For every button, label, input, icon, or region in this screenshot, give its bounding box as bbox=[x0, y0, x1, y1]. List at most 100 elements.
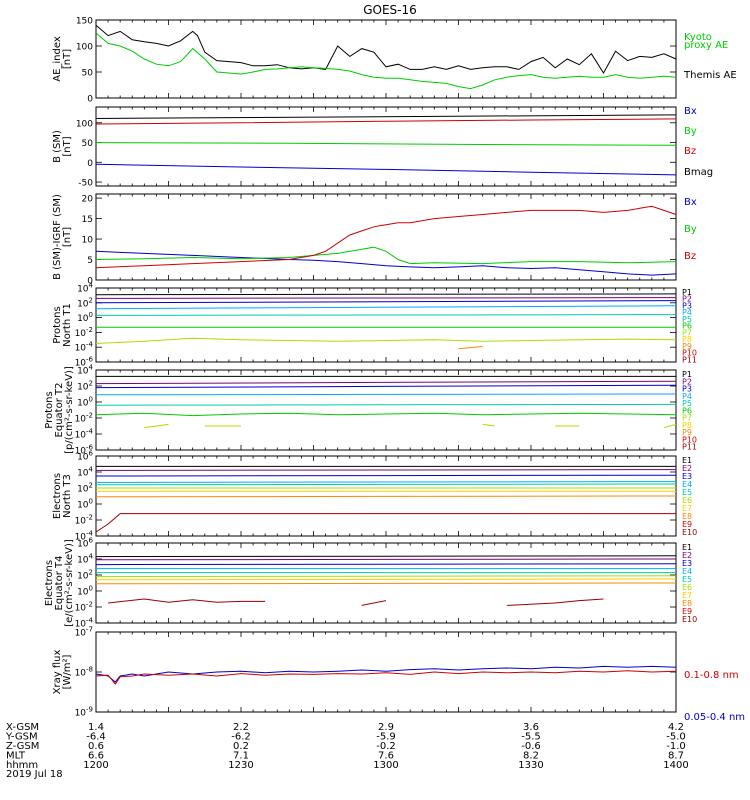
y-tick-label: 10-9 bbox=[75, 706, 93, 719]
y-tick-label: 104 bbox=[77, 282, 93, 295]
y-tick-label: 100 bbox=[76, 43, 93, 53]
axis-row-value: 1200 bbox=[83, 760, 108, 771]
y-tick-label: 10-4 bbox=[75, 428, 94, 441]
axis-row-value: -0.2 bbox=[376, 741, 396, 752]
channel-legend: P10 bbox=[682, 435, 697, 444]
channel-legend: E7 bbox=[682, 591, 692, 600]
series-0.1-0.8-nm bbox=[95, 670, 677, 685]
channel-legend: E2 bbox=[682, 551, 692, 560]
axis-row-value: 2.2 bbox=[233, 722, 249, 733]
y-tick-label: 10-2 bbox=[75, 514, 93, 527]
y-tick-label: 50 bbox=[82, 69, 94, 79]
channel-legend: P5 bbox=[682, 399, 692, 408]
y-tick-label: 20 bbox=[82, 195, 94, 205]
legend-entry: Bmag bbox=[684, 167, 713, 178]
series-p3 bbox=[95, 384, 677, 389]
series-e3 bbox=[95, 563, 677, 566]
panel-xray: 10-7 10-8 10-9 Xray flux [W/m²] 0.1-0.8 nm 0.0… bbox=[52, 626, 745, 724]
axis-row-value: 0.6 bbox=[88, 741, 104, 752]
y-tick-label: 102 bbox=[77, 569, 93, 582]
y-tick-label: 50 bbox=[82, 139, 94, 149]
y-tick-label: 10-2 bbox=[75, 412, 93, 425]
channel-legend: P9 bbox=[682, 428, 692, 437]
series-e8 bbox=[95, 495, 677, 498]
series-kyoto-proxy-ae bbox=[95, 32, 677, 90]
axis-row-value: 6.6 bbox=[88, 751, 104, 762]
y-tick-label: 0 bbox=[87, 159, 93, 169]
series-e4 bbox=[95, 481, 677, 483]
y-axis-label: North T3 bbox=[62, 474, 73, 518]
panel-protons2: 104 102 100 10-2 10-4 10-6 Protons Equator T2 [p… bbox=[44, 364, 697, 457]
series-e2 bbox=[95, 469, 677, 471]
axis-row-value: 1330 bbox=[518, 760, 543, 771]
channel-legend: E3 bbox=[682, 472, 692, 481]
y-tick-label: 0 bbox=[87, 277, 93, 287]
y-tick-label: 10-6 bbox=[75, 356, 94, 369]
legend-entry: Themis AE bbox=[683, 70, 737, 81]
series-p7e bbox=[663, 423, 677, 429]
channel-legend: P4 bbox=[682, 392, 692, 401]
axis-row-value: -5.9 bbox=[376, 732, 396, 743]
channel-legend: E9 bbox=[682, 607, 692, 616]
channel-legend: E6 bbox=[682, 583, 692, 592]
y-axis-label: B (SM) bbox=[52, 130, 63, 163]
y-tick-label: 10-8 bbox=[75, 666, 93, 679]
axis-row-value: -6.4 bbox=[86, 732, 106, 743]
channel-legend: P1 bbox=[682, 288, 692, 297]
channel-legend: E1 bbox=[682, 543, 692, 552]
axis-row-value: 2.9 bbox=[378, 722, 394, 733]
axis-row-label: Y-GSM bbox=[5, 732, 38, 743]
y-tick-label: 102 bbox=[77, 296, 93, 309]
axis-row-value: 4.2 bbox=[668, 722, 684, 733]
y-tick-label: 102 bbox=[77, 482, 93, 495]
panel-frame bbox=[95, 287, 677, 363]
y-tick-label: 10 bbox=[82, 236, 94, 246]
y-axis-label: AE_index bbox=[52, 36, 63, 82]
y-tick-label: 100 bbox=[77, 585, 93, 598]
legend-entry: Bz bbox=[684, 146, 696, 157]
channel-legend: E3 bbox=[682, 559, 692, 568]
channel-legend: E4 bbox=[682, 480, 692, 489]
axis-row-value: 8.2 bbox=[523, 751, 539, 762]
y-tick-label: 106 bbox=[77, 450, 93, 463]
channel-legend: P7 bbox=[682, 414, 692, 423]
channel-legend: P3 bbox=[682, 385, 692, 394]
axis-row-value: 1300 bbox=[373, 760, 398, 771]
series-bx bbox=[95, 163, 677, 176]
channel-legend: P5 bbox=[682, 315, 692, 324]
y-tick-label: 10-4 bbox=[75, 530, 94, 543]
legend-entry: Bz bbox=[684, 251, 696, 262]
date-label: 2019 Jul 18 bbox=[6, 769, 63, 780]
channel-legend: E8 bbox=[682, 599, 692, 608]
y-tick-label: 150 bbox=[76, 17, 93, 27]
y-tick-label: 104 bbox=[77, 466, 93, 479]
y-tick-label: 5 bbox=[87, 256, 93, 266]
axis-row-label: hhmm bbox=[6, 760, 38, 771]
y-tick-label: 10-7 bbox=[75, 626, 93, 639]
y-axis-label: [W/m²] bbox=[62, 654, 73, 689]
series-bz bbox=[95, 118, 677, 125]
y-tick-label: 100 bbox=[77, 498, 93, 511]
series-themis-ae bbox=[95, 24, 677, 74]
series-p7 bbox=[144, 423, 169, 429]
y-tick-label: 10-4 bbox=[75, 617, 94, 630]
time-axis-footer: X-GSM 1.4 2.2 2.9 3.6 4.2 Y-GSM -6.4 -6.2 -5.9 -5.… bbox=[5, 722, 689, 780]
axis-row-value: 0.2 bbox=[233, 741, 249, 752]
y-axis-label: Equator T2 bbox=[54, 383, 65, 438]
y-axis-label: North T1 bbox=[62, 303, 73, 347]
legend-entry: 0.1-0.8 nm bbox=[684, 670, 739, 681]
channel-legend: P11 bbox=[682, 443, 697, 452]
channel-legend: P8 bbox=[682, 421, 692, 430]
y-tick-label: 15 bbox=[82, 215, 93, 225]
y-axis-label: [nT] bbox=[62, 136, 73, 156]
y-axis-label: [nT] bbox=[62, 227, 73, 247]
y-tick-label: 10-4 bbox=[75, 341, 94, 354]
legend-entry: Bx bbox=[684, 106, 697, 117]
series-e8 bbox=[95, 582, 677, 585]
channel-legend: E10 bbox=[682, 615, 697, 624]
channel-legend: E10 bbox=[682, 528, 697, 537]
